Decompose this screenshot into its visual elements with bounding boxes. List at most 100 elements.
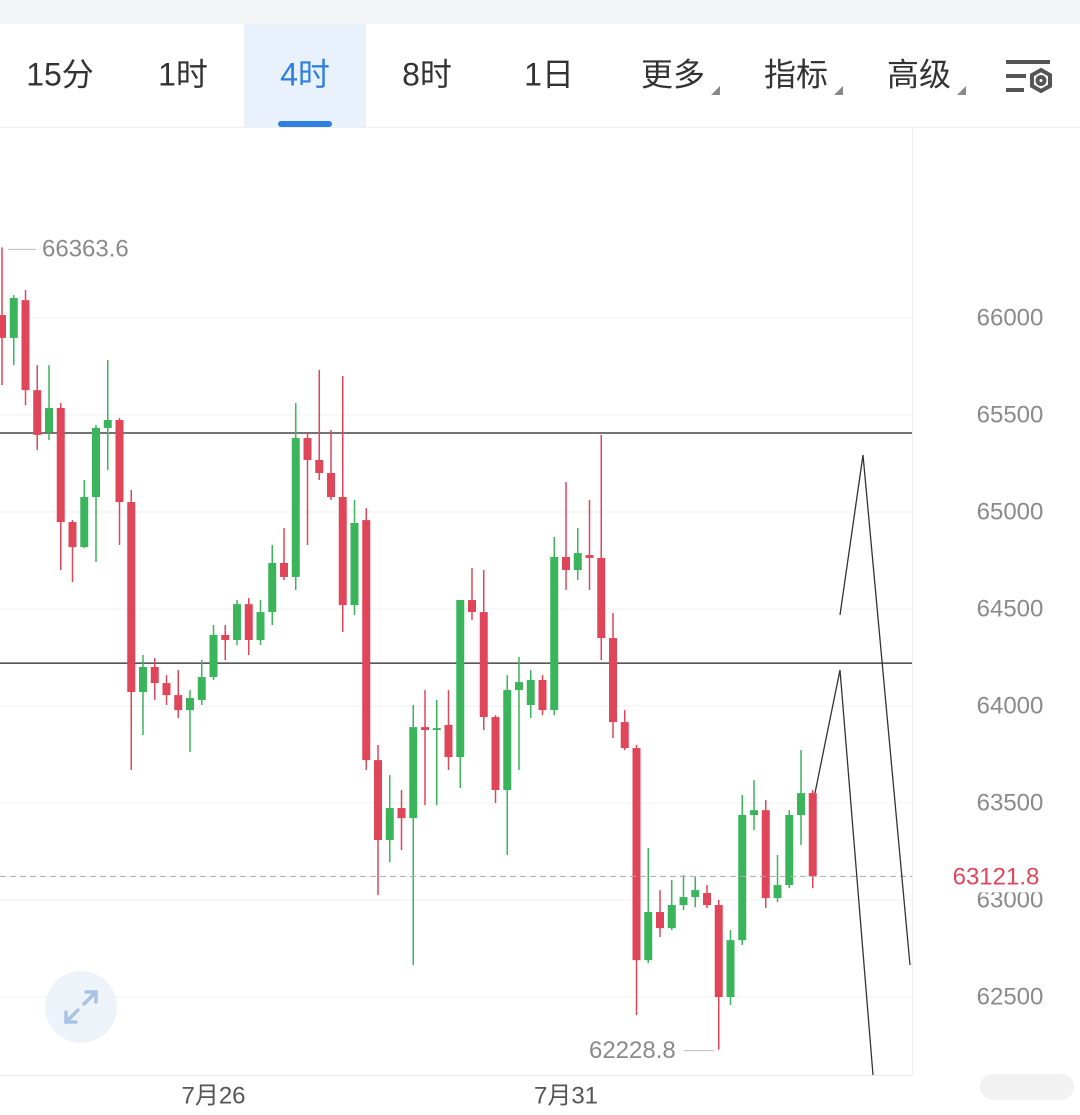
candle-body: [456, 600, 465, 758]
candle-body: [56, 407, 65, 523]
candle-body: [139, 666, 147, 693]
tab-bar: 15分 1时 4时 8时 1日 更多 指标 高级: [26, 24, 966, 127]
tab[interactable]: 8时: [402, 56, 452, 92]
candle-body: [444, 724, 453, 758]
candle-body: [374, 760, 382, 841]
dropdown-mark: [834, 86, 843, 95]
candle-body: [808, 793, 817, 877]
candle-body: [797, 793, 805, 816]
candle-body: [679, 897, 688, 906]
candle-body: [186, 698, 194, 711]
candle-body: [620, 722, 629, 749]
candle-body: [691, 890, 700, 898]
candle-body: [785, 815, 794, 886]
tab[interactable]: 1时: [158, 56, 208, 92]
tab[interactable]: 更多: [641, 56, 705, 92]
candle-body: [350, 523, 359, 606]
dropdown-mark: [711, 86, 720, 95]
candle-body: [244, 604, 253, 641]
candle-body: [644, 912, 653, 961]
candle-body: [761, 810, 770, 899]
candle-body: [726, 940, 735, 998]
candle-body: [233, 604, 241, 641]
candle-body: [385, 808, 394, 841]
candle-body: [33, 390, 42, 435]
low-label: 62228.8: [589, 1037, 676, 1064]
candle-body: [491, 717, 500, 790]
settings-icon[interactable]: [1006, 60, 1052, 94]
candle-body: [127, 502, 136, 693]
candle-body: [432, 728, 441, 731]
candle-body: [609, 638, 617, 723]
active-tab-bg: [244, 24, 366, 127]
candle-body: [632, 748, 641, 961]
candle-body: [750, 810, 758, 816]
candle-body: [80, 497, 89, 548]
y-tick-label: 64000: [977, 692, 1044, 719]
candle-body: [538, 679, 547, 711]
tab[interactable]: 4时: [280, 56, 330, 92]
candle-body: [291, 438, 300, 577]
candle-body: [714, 905, 723, 998]
drawn-lines: [814, 454, 911, 1076]
plot-area: 6250063000635006400064500650006550066000…: [0, 236, 1066, 1109]
candle-body: [115, 419, 124, 503]
candle-body: [409, 727, 418, 819]
candle-body: [162, 683, 171, 696]
drawn-zigzag: [839, 454, 911, 966]
candle-body: [515, 682, 523, 691]
candle-body: [597, 557, 606, 639]
candle-body: [656, 912, 664, 929]
candle-body: [197, 677, 206, 700]
candle-body: [268, 562, 277, 613]
candle-body: [562, 556, 570, 570]
last-price-box: [926, 860, 1066, 893]
candle-body: [150, 666, 159, 684]
dropdown-mark: [957, 86, 966, 95]
candle-body: [397, 808, 406, 819]
candle-body: [68, 522, 77, 548]
x-tick-label: 7月31: [534, 1082, 598, 1109]
candle-body: [526, 679, 535, 706]
active-tab-indicator: [278, 121, 332, 127]
x-tick-label: 7月26: [181, 1082, 245, 1109]
tab[interactable]: 指标: [764, 56, 828, 92]
candle-body: [773, 885, 782, 899]
drawn-zigzag: [814, 669, 874, 1076]
candle-body: [327, 472, 335, 498]
candle-body: [421, 727, 429, 731]
candle-body: [503, 690, 512, 790]
y-tick-label: 65000: [977, 498, 1044, 525]
tab[interactable]: 高级: [887, 56, 951, 92]
candle-body: [738, 815, 747, 941]
y-tick-label: 63500: [977, 789, 1044, 816]
home-indicator: [980, 1074, 1074, 1100]
candle-body: [45, 407, 53, 433]
candle-body: [0, 315, 6, 338]
candle-body: [338, 497, 347, 606]
candle-body: [221, 634, 230, 641]
candle-body: [479, 612, 488, 718]
y-tick-label: 66000: [977, 304, 1044, 331]
candle-body: [103, 419, 112, 428]
candle-body: [468, 600, 476, 613]
tab[interactable]: 1日: [524, 56, 574, 92]
candle-body: [667, 905, 676, 929]
candle-body: [174, 695, 183, 711]
candle-body: [315, 459, 324, 473]
candle-body: [303, 438, 312, 460]
candle-body: [585, 555, 594, 558]
candle-body: [9, 297, 18, 338]
candle-body: [92, 427, 100, 498]
expand-button[interactable]: [45, 971, 117, 1043]
candle-body: [280, 562, 288, 577]
y-tick-label: 64500: [977, 595, 1044, 622]
y-tick-label: 62500: [977, 983, 1044, 1010]
candle-body: [573, 553, 582, 570]
candle-body: [703, 893, 711, 906]
last-price-label: 63121.8: [953, 864, 1040, 891]
candle-body: [256, 612, 265, 641]
tab[interactable]: 15分: [26, 56, 94, 92]
